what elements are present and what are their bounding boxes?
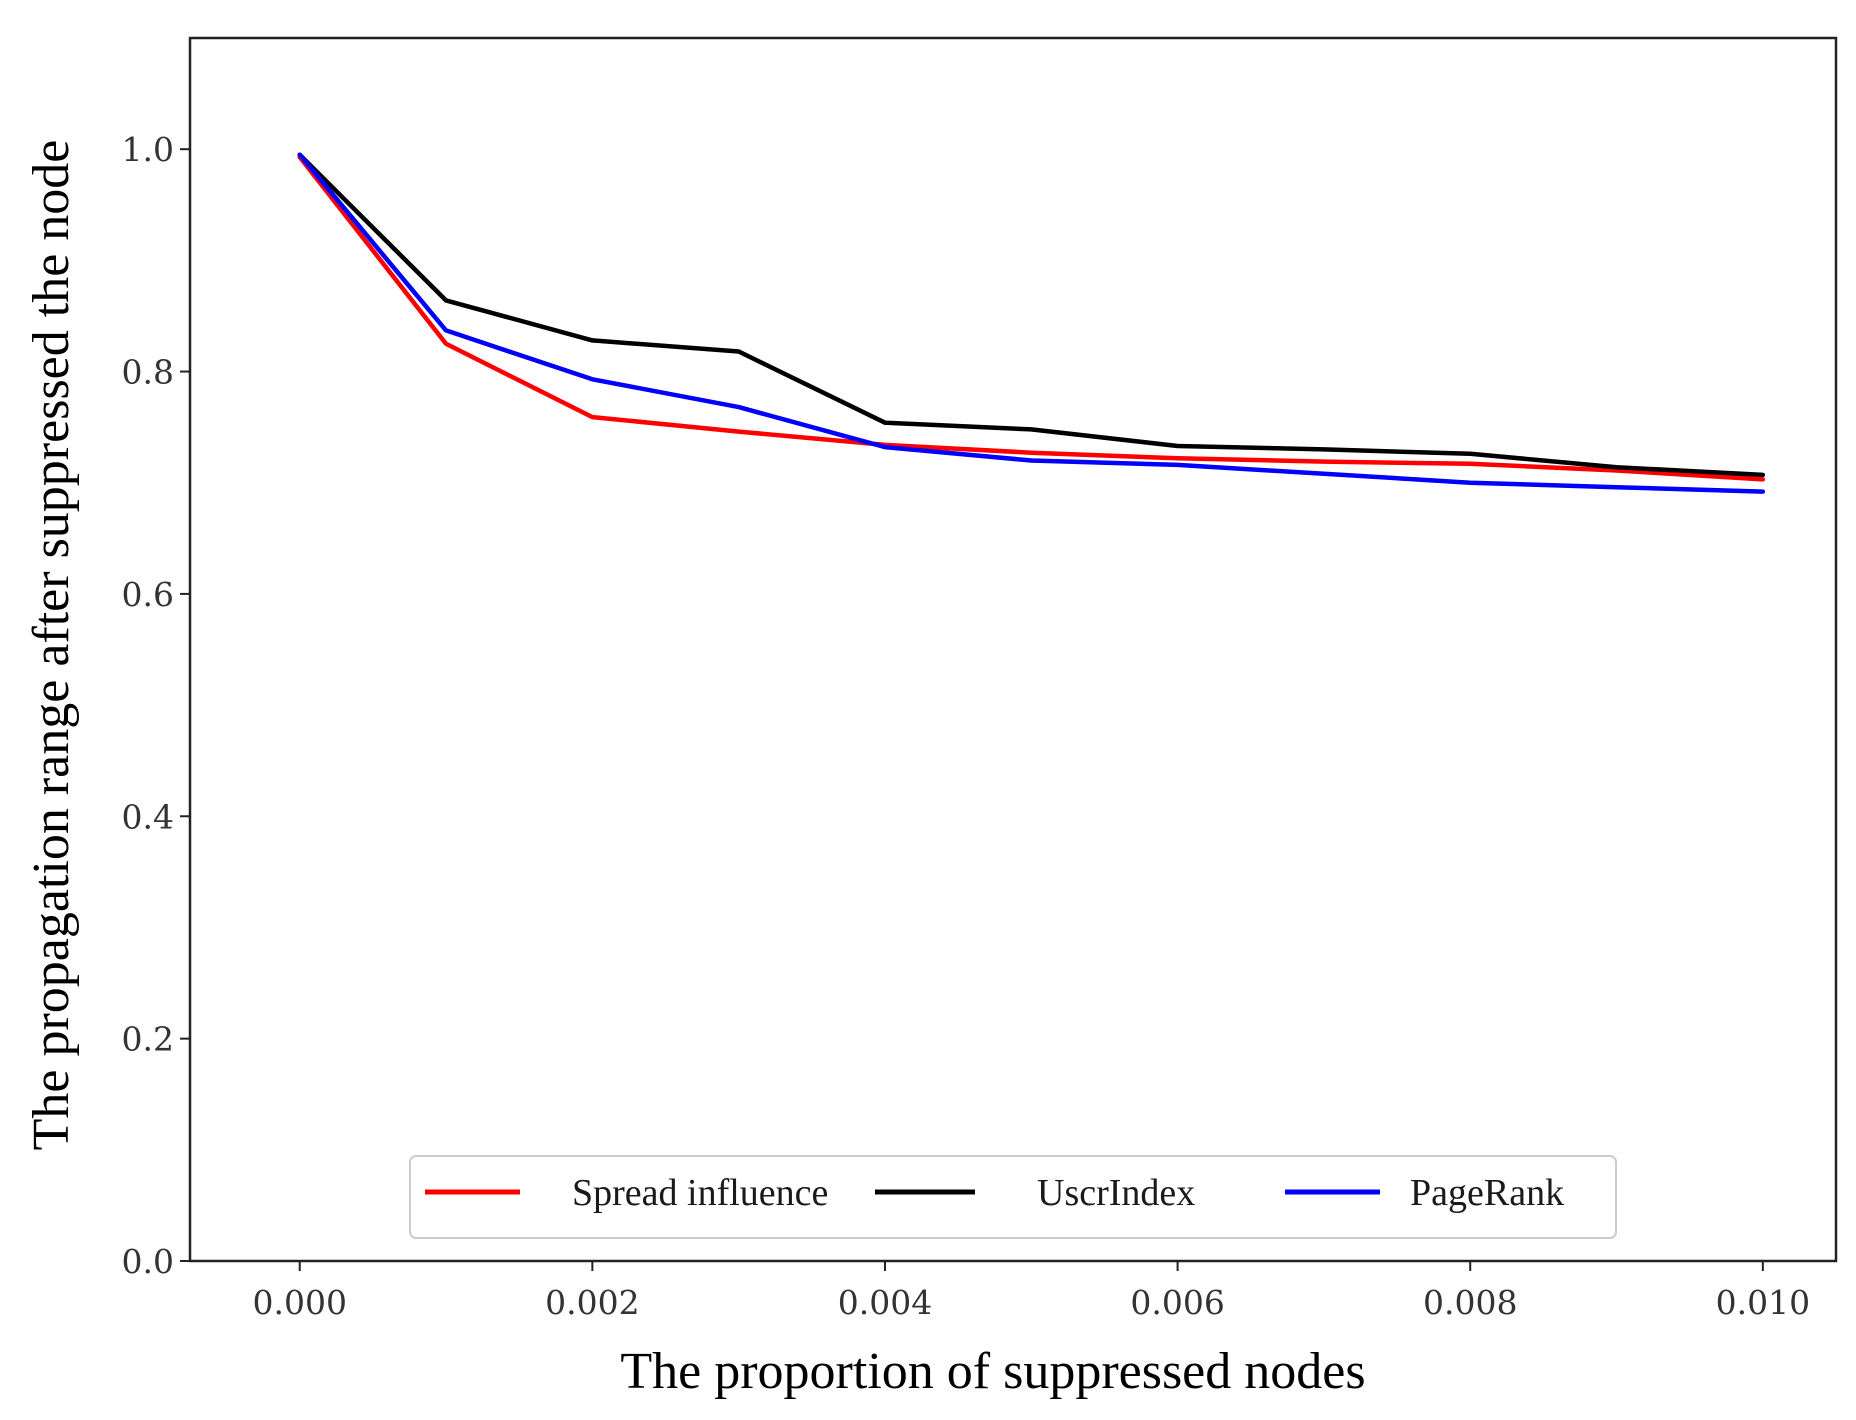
plot-frame bbox=[188, 36, 1838, 1263]
x-axis-ticks: 0.000 0.002 0.004 0.006 0.008 0.010 bbox=[252, 1261, 1810, 1322]
x-tick-label: 0.000 bbox=[252, 1283, 346, 1322]
y-tick-label: 0.0 bbox=[122, 1242, 174, 1281]
series-lines bbox=[297, 152, 1766, 494]
legend-box bbox=[409, 1155, 1617, 1239]
legend-label: Spread influence bbox=[572, 1172, 828, 1214]
legend-label: PageRank bbox=[1410, 1172, 1564, 1214]
y-axis-title: The propagation range after suppressed t… bbox=[23, 140, 80, 1151]
legend: Spread influence UscrIndex PageRank bbox=[409, 1155, 1617, 1239]
series-line-pagerank bbox=[297, 152, 1766, 494]
x-tick-label: 0.010 bbox=[1716, 1283, 1810, 1322]
y-tick-label: 0.8 bbox=[122, 353, 174, 392]
y-axis-ticks: 0.0 0.2 0.4 0.6 0.8 1.0 bbox=[122, 130, 190, 1281]
x-tick-label: 0.006 bbox=[1130, 1283, 1224, 1322]
y-tick-label: 1.0 bbox=[122, 130, 174, 169]
x-tick-label: 0.004 bbox=[838, 1283, 932, 1322]
x-axis-title: The proportion of suppressed nodes bbox=[620, 1343, 1365, 1400]
series-line-uscrindex bbox=[297, 152, 1766, 478]
y-tick-label: 0.6 bbox=[122, 575, 174, 614]
x-tick-label: 0.002 bbox=[545, 1283, 639, 1322]
legend-label: UscrIndex bbox=[1037, 1172, 1195, 1214]
series-line-spread-influence bbox=[297, 154, 1766, 482]
x-tick-label: 0.008 bbox=[1423, 1283, 1517, 1322]
y-tick-label: 0.4 bbox=[122, 797, 174, 836]
y-tick-label: 0.2 bbox=[122, 1020, 174, 1059]
plot-area bbox=[188, 36, 1838, 1263]
